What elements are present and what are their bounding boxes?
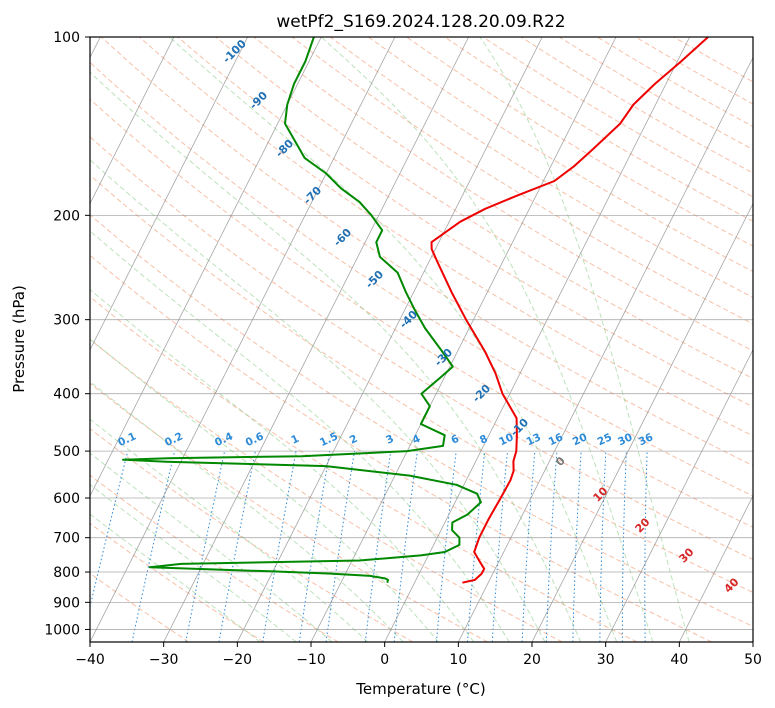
isotherm-line — [236, 37, 543, 642]
mixing-ratio-label: 1 — [289, 433, 301, 447]
dry-adiabat-line — [90, 338, 563, 642]
x-tick-label: 30 — [597, 652, 615, 668]
moist-adiabat-line — [90, 230, 510, 642]
mixing-ratio-line — [435, 451, 457, 642]
dry-adiabat-line — [253, 37, 753, 352]
isotherm-line — [90, 37, 175, 205]
mixing-ratio-label: 6 — [449, 433, 461, 447]
plot-frame — [89, 36, 754, 643]
temperature-line — [430, 37, 709, 584]
mixing-ratio-line — [90, 450, 129, 609]
mixing-ratio-label: 16 — [547, 431, 565, 448]
x-tick-label: 40 — [670, 652, 688, 668]
y-tick-label: 100 — [53, 30, 80, 46]
moist-adiabat-line — [90, 71, 582, 642]
x-tick-label: 20 — [523, 652, 541, 668]
mixing-ratio-line — [364, 451, 392, 642]
dry-adiabat-line — [90, 382, 488, 642]
mixing-ratio-label: 2 — [348, 433, 360, 447]
dry-adiabat-line — [90, 214, 753, 628]
mixing-ratio-line — [325, 451, 356, 642]
x-tick-label: −30 — [149, 652, 179, 668]
isotherm-line — [457, 56, 753, 642]
mixing-ratio-line — [467, 451, 486, 642]
moist-adiabat-line — [479, 37, 690, 642]
moist-adiabat-line — [90, 380, 404, 642]
mixing-ratio-label: 36 — [637, 431, 655, 448]
x-tick-label: −10 — [296, 652, 326, 668]
mixing-ratio-line — [131, 450, 176, 642]
mixing-ratio-label: 4 — [411, 433, 423, 447]
dewpoint-line — [122, 37, 482, 583]
y-axis: 100 200 300 400 500 600 700 800 900 1000 — [44, 30, 90, 638]
moist-adiabat-line — [90, 159, 546, 642]
dry-adiabat-line — [90, 296, 638, 642]
mixing-ratio-label: 25 — [596, 431, 614, 448]
x-tick-label: −20 — [223, 652, 253, 668]
isotherm-line — [90, 37, 396, 642]
y-tick-label: 400 — [53, 387, 80, 403]
mixing-ratio-label: 3 — [384, 433, 396, 447]
y-tick-label: 600 — [53, 491, 80, 507]
dry-adiabat-line — [90, 474, 339, 642]
mixing-ratio-label: 13 — [525, 431, 543, 448]
y-tick-label: 500 — [53, 444, 80, 460]
y-tick-label: 800 — [53, 565, 80, 581]
y-tick-label: 700 — [53, 531, 80, 547]
moist-adiabat-line — [90, 452, 333, 642]
x-axis: −40 −30 −20 −10 0 10 20 30 40 50 — [75, 642, 762, 668]
mixing-ratio-label: 20 — [571, 431, 589, 448]
chart-title: wetPf2_S169.2024.128.20.09.R22 — [276, 12, 565, 32]
dry-adiabat-line — [90, 254, 712, 642]
isotherm-line — [163, 37, 470, 642]
dry-adiabat-line — [90, 98, 753, 528]
y-axis-label: Pressure (hPa) — [10, 285, 28, 393]
mixing-ratio-label: 10 — [497, 431, 515, 448]
series-layer — [122, 37, 709, 584]
mixing-ratio-label: 30 — [616, 431, 634, 448]
dry-adiabat-line — [90, 572, 190, 642]
moist-adiabat-line — [90, 338, 439, 642]
mixing-ratio-label: 8 — [478, 433, 490, 447]
y-tick-label: 300 — [53, 313, 80, 329]
moist-adiabat-line — [90, 288, 475, 642]
dry-adiabat-line — [90, 61, 753, 497]
moist-adiabat-line — [169, 37, 618, 642]
y-tick-label: 200 — [53, 208, 80, 224]
isotherm-line — [678, 494, 753, 642]
dry-adiabat-line — [90, 136, 753, 561]
x-tick-label: 10 — [449, 652, 467, 668]
isotherm-line — [531, 202, 753, 642]
background-lines — [90, 37, 753, 642]
moist-adiabat-line — [320, 37, 654, 642]
isotherm-line — [90, 37, 249, 351]
x-tick-label: 0 — [380, 652, 389, 668]
moist-adiabat-line — [90, 418, 369, 642]
x-tick-label: −40 — [75, 652, 105, 668]
mixing-ratio-line — [393, 451, 418, 642]
dry-adiabat-line — [215, 37, 753, 380]
x-axis-label: Temperature (°C) — [355, 680, 485, 698]
isotherm-line — [90, 37, 322, 497]
y-tick-label: 1000 — [44, 622, 80, 638]
dry-adiabat-line — [177, 37, 753, 408]
mixing-ratio-line — [298, 451, 331, 642]
isotherm-line — [384, 37, 691, 642]
moist-adiabat-line — [90, 513, 261, 642]
gridlines — [90, 37, 753, 642]
isotherm-line — [310, 37, 617, 642]
x-tick-label: 50 — [744, 652, 762, 668]
y-tick-label: 900 — [53, 595, 80, 611]
isotherm-line — [605, 348, 753, 642]
